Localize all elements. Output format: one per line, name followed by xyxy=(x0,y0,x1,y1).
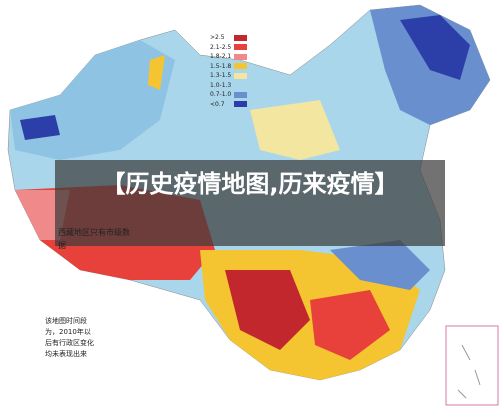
title-banner xyxy=(55,160,445,246)
legend-label: 1.3-1.5 xyxy=(210,72,232,80)
east-region xyxy=(330,240,430,290)
northeast-core xyxy=(400,15,470,80)
legend-swatch xyxy=(234,82,247,89)
legend-item: >2.5 xyxy=(210,33,247,43)
legend: >2.5 2.1-2.5 1.8-2.1 1.5-1.8 1.3-1.5 1.0-1.3 0… xyxy=(210,33,247,109)
legend-item: <0.7 xyxy=(210,100,247,110)
legend-swatch xyxy=(234,44,247,51)
note: 西藏地区只有市级数据 xyxy=(58,228,130,250)
inset-islands xyxy=(457,344,481,399)
legend-label: 1.5-1.8 xyxy=(210,62,232,70)
legend-item: 1.5-1.8 xyxy=(210,62,247,72)
legend-item: 1.3-1.5 xyxy=(210,71,247,81)
west-region xyxy=(20,115,60,140)
south-core xyxy=(310,290,390,360)
legend-swatch xyxy=(234,91,247,98)
legend-swatch xyxy=(234,72,247,79)
legend-item: 0.7-1.0 xyxy=(210,90,247,100)
southwest-core xyxy=(225,270,310,350)
legend-swatch xyxy=(234,63,247,70)
inset-box xyxy=(445,325,499,406)
legend-label: >2.5 xyxy=(210,34,225,42)
legend-item: 1.0-1.3 xyxy=(210,81,247,91)
legend-swatch xyxy=(234,34,247,41)
north-region xyxy=(250,100,340,160)
legend-item: 2.1-2.5 xyxy=(210,43,247,53)
legend-label: 2.1-2.5 xyxy=(210,43,232,51)
north-patch xyxy=(148,55,165,90)
legend-swatch xyxy=(234,101,247,108)
legend-label: <0.7 xyxy=(210,100,225,108)
legend-label: 1.0-1.3 xyxy=(210,81,232,89)
legend-label: 0.7-1.0 xyxy=(210,91,232,99)
legend-label: 1.8-2.1 xyxy=(210,53,232,61)
legend-item: 1.8-2.1 xyxy=(210,52,247,62)
legend-swatch xyxy=(234,53,247,60)
title: 【历史疫情地图,历来疫情】 xyxy=(101,170,399,198)
note: 该地图时间段为，2010年以后有行政区变化均未表现出来 xyxy=(45,317,94,358)
